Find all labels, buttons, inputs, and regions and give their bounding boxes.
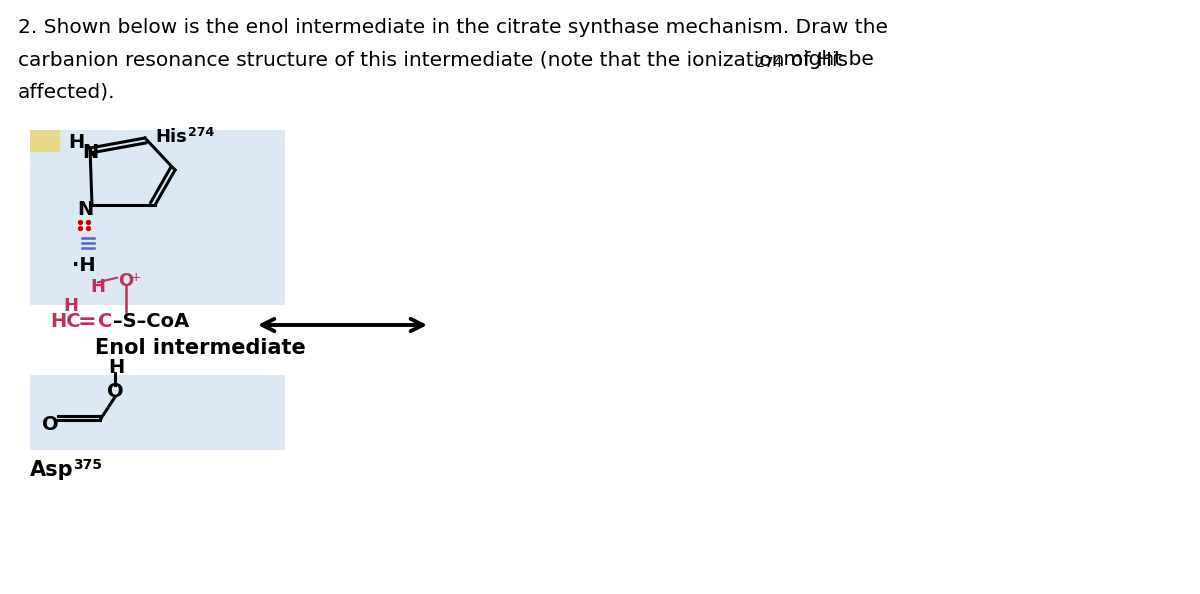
Text: His: His xyxy=(155,128,187,146)
Text: C: C xyxy=(98,312,113,331)
Text: =: = xyxy=(78,312,97,332)
Text: HC: HC xyxy=(50,312,80,331)
Text: H: H xyxy=(90,278,106,296)
Bar xyxy=(30,375,286,450)
Text: H: H xyxy=(108,358,125,377)
Text: N: N xyxy=(77,200,94,219)
Text: 2. Shown below is the enol intermediate in the citrate synthase mechanism. Draw : 2. Shown below is the enol intermediate … xyxy=(18,18,888,37)
Bar xyxy=(30,130,60,152)
Text: affected).: affected). xyxy=(18,82,115,101)
Text: 274: 274 xyxy=(756,56,782,70)
Text: H: H xyxy=(68,133,84,152)
Text: O: O xyxy=(42,415,59,434)
Text: N: N xyxy=(82,143,98,162)
Text: –S–CoA: –S–CoA xyxy=(113,312,190,331)
Text: 375: 375 xyxy=(73,458,102,472)
Text: 274: 274 xyxy=(188,126,215,139)
Text: ·H: ·H xyxy=(72,256,96,275)
Text: +: + xyxy=(131,271,142,284)
Bar xyxy=(30,130,286,305)
Text: Enol intermediate: Enol intermediate xyxy=(95,338,306,358)
Text: H: H xyxy=(64,297,78,315)
Text: Asp: Asp xyxy=(30,460,73,480)
Text: O: O xyxy=(107,382,124,401)
Text: carbanion resonance structure of this intermediate (note that the ionization of : carbanion resonance structure of this in… xyxy=(18,50,848,69)
Text: might be: might be xyxy=(778,50,874,69)
Text: O: O xyxy=(118,272,133,290)
